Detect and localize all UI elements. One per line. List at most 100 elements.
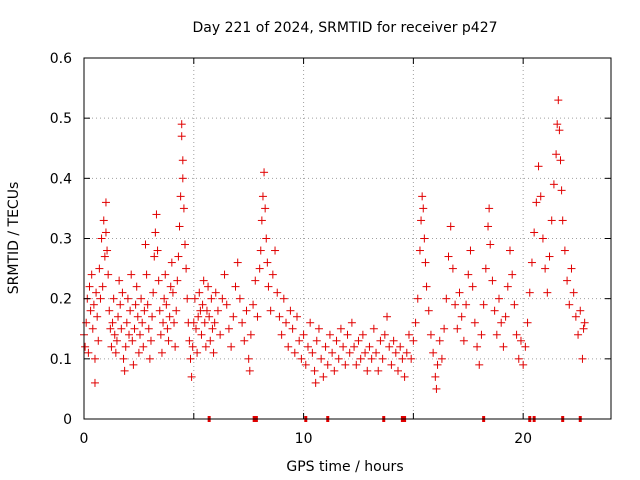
data-point	[246, 330, 255, 339]
data-point	[101, 198, 110, 207]
data-point	[485, 204, 494, 213]
data-point	[90, 354, 99, 363]
data-point	[209, 348, 218, 357]
data-point	[152, 210, 161, 219]
data-point	[81, 342, 90, 351]
data-point	[453, 324, 462, 333]
data-point	[543, 288, 552, 297]
data-point	[314, 324, 323, 333]
data-point	[95, 264, 104, 273]
data-point	[193, 348, 202, 357]
data-point	[229, 312, 238, 321]
data-point	[154, 276, 163, 285]
data-point	[175, 222, 184, 231]
data-point	[426, 330, 435, 339]
data-point	[339, 342, 348, 351]
data-point	[174, 252, 183, 261]
data-point	[385, 342, 394, 351]
data-point	[402, 348, 411, 357]
data-point	[369, 324, 378, 333]
data-point	[569, 288, 578, 297]
data-point	[150, 252, 159, 261]
data-point	[387, 360, 396, 369]
data-point	[170, 318, 179, 327]
data-point	[580, 318, 589, 327]
data-point	[578, 354, 587, 363]
data-point	[354, 336, 363, 345]
data-point	[514, 354, 523, 363]
data-point	[295, 336, 304, 345]
data-point	[510, 300, 519, 309]
data-point	[204, 282, 213, 291]
data-point	[380, 330, 389, 339]
data-point	[268, 270, 277, 279]
data-point	[435, 336, 444, 345]
data-point	[140, 306, 149, 315]
data-point	[90, 378, 99, 387]
data-point	[538, 234, 547, 243]
data-point	[208, 324, 217, 333]
data-point	[571, 312, 580, 321]
data-point	[567, 264, 576, 273]
data-point	[459, 336, 468, 345]
data-point	[286, 306, 295, 315]
data-point	[131, 300, 140, 309]
data-point	[345, 348, 354, 357]
data-point	[341, 360, 350, 369]
data-point	[224, 324, 233, 333]
data-point	[277, 330, 286, 339]
data-point	[139, 342, 148, 351]
data-point	[311, 378, 320, 387]
data-point	[468, 282, 477, 291]
data-point	[231, 282, 240, 291]
data-point	[457, 312, 466, 321]
data-point	[89, 300, 98, 309]
data-point	[240, 336, 249, 345]
data-point	[527, 258, 536, 267]
data-point	[256, 246, 265, 255]
y-tick-label: 0	[63, 412, 72, 428]
data-point	[110, 330, 119, 339]
data-point	[122, 318, 131, 327]
data-point	[549, 180, 558, 189]
data-point	[258, 192, 267, 201]
data-point	[383, 312, 392, 321]
data-point	[310, 366, 319, 375]
data-point	[547, 216, 556, 225]
data-point	[190, 294, 199, 303]
data-point	[149, 288, 158, 297]
data-point	[145, 354, 154, 363]
data-point	[163, 324, 172, 333]
data-point	[330, 366, 339, 375]
data-point	[87, 270, 96, 279]
data-point	[503, 282, 512, 291]
data-point	[220, 270, 229, 279]
data-point	[112, 336, 121, 345]
data-point	[488, 276, 497, 285]
data-point	[162, 300, 171, 309]
data-point	[541, 264, 550, 273]
data-point	[552, 150, 561, 159]
data-point	[114, 312, 123, 321]
data-point	[253, 312, 262, 321]
data-point	[111, 348, 120, 357]
data-point	[554, 96, 563, 105]
data-point	[105, 306, 114, 315]
data-point	[284, 342, 293, 351]
data-point	[553, 120, 562, 129]
y-axis-label: SRMTID / TECUs	[6, 182, 22, 295]
data-point	[308, 348, 317, 357]
data-point	[565, 300, 574, 309]
data-point	[490, 306, 499, 315]
data-point	[242, 306, 251, 315]
data-point	[534, 162, 543, 171]
data-point	[321, 342, 330, 351]
data-point	[446, 222, 455, 231]
data-point	[409, 336, 418, 345]
data-point	[101, 228, 110, 237]
data-point	[376, 336, 385, 345]
data-point	[96, 294, 105, 303]
data-point	[328, 348, 337, 357]
data-point	[486, 240, 495, 249]
x-tick-label: 10	[295, 431, 313, 447]
